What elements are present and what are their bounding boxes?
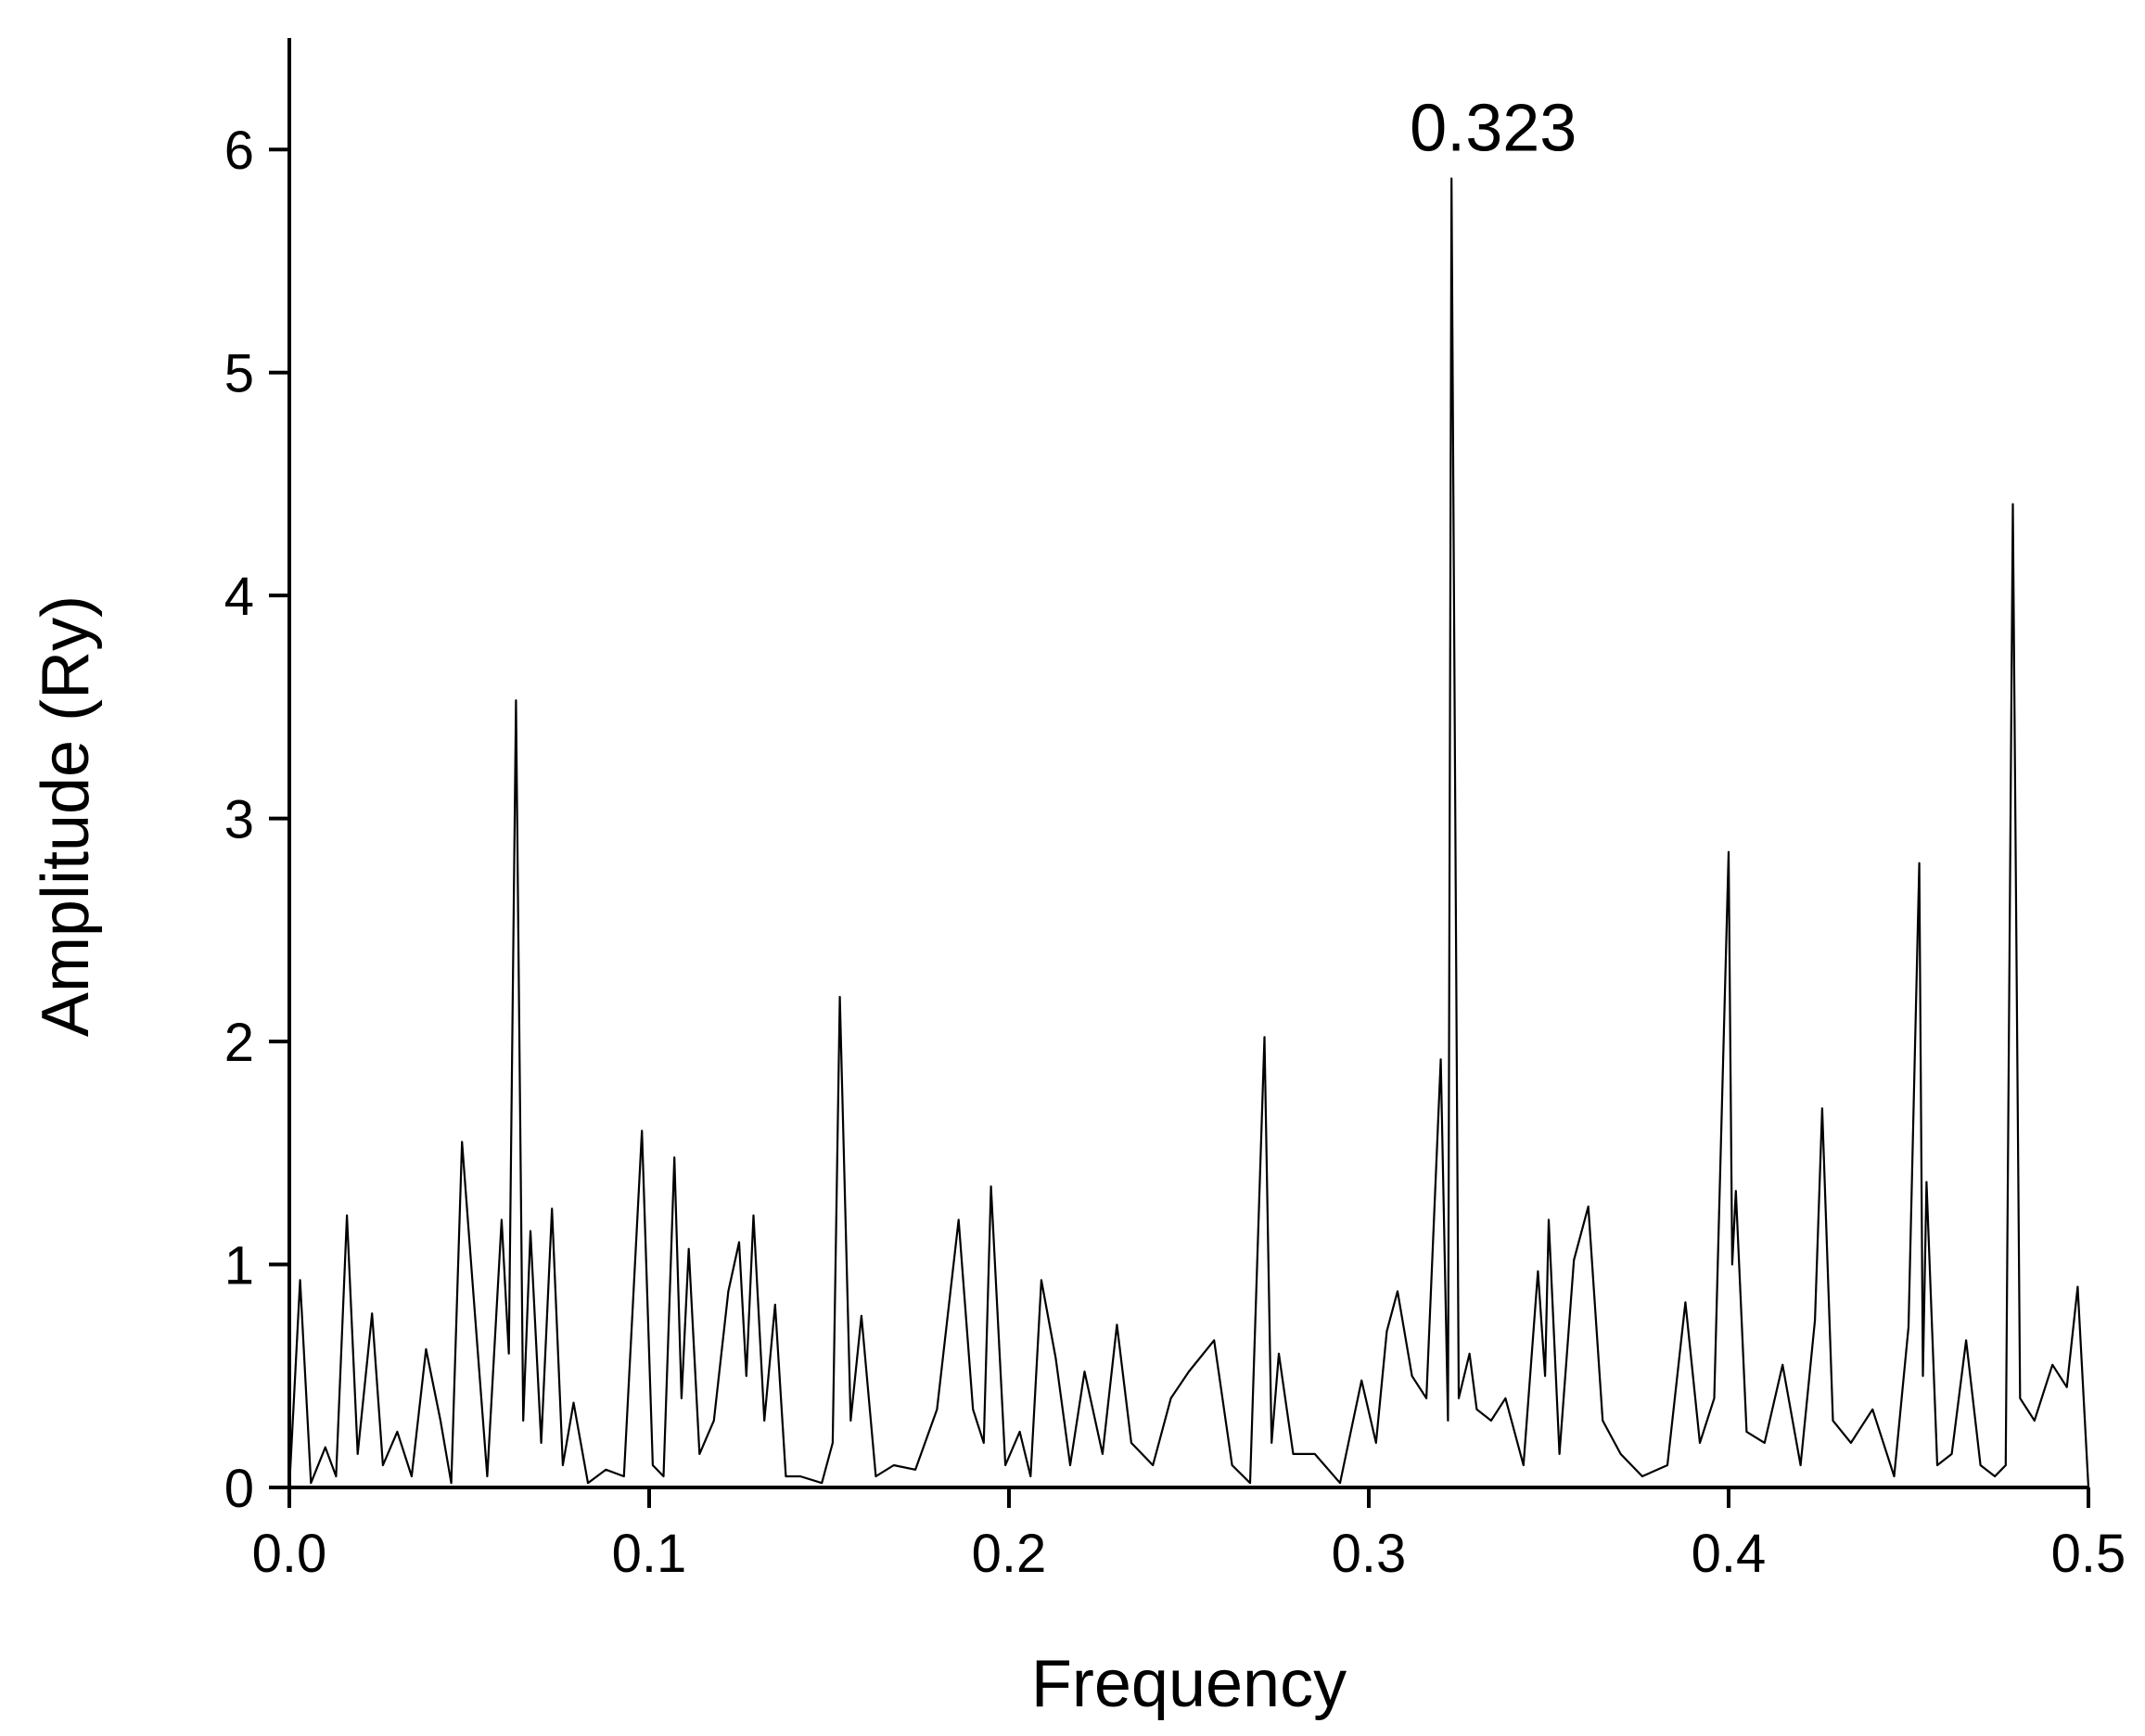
x-axis-title: Frequency	[1031, 1647, 1347, 1721]
y-tick-label: 1	[224, 1236, 254, 1296]
y-tick-label: 2	[224, 1013, 254, 1073]
x-tick-label: 0.3	[1332, 1524, 1407, 1584]
spectrum-line	[287, 177, 2090, 1488]
y-tick-label: 0	[224, 1459, 254, 1519]
x-tick-label: 0.5	[2051, 1524, 2126, 1584]
y-tick-label: 3	[224, 790, 254, 850]
y-axis-title: Amplitude (Ry)	[29, 595, 103, 1037]
y-tick-label: 4	[224, 567, 254, 627]
peak-annotation: 0.323	[1410, 91, 1577, 165]
x-tick-label: 0.4	[1692, 1524, 1767, 1584]
y-tick-label: 5	[224, 344, 254, 404]
y-tick-label: 6	[224, 121, 254, 181]
x-tick-label: 0.0	[252, 1524, 327, 1584]
x-tick-label: 0.1	[612, 1524, 687, 1584]
x-tick-label: 0.2	[972, 1524, 1047, 1584]
